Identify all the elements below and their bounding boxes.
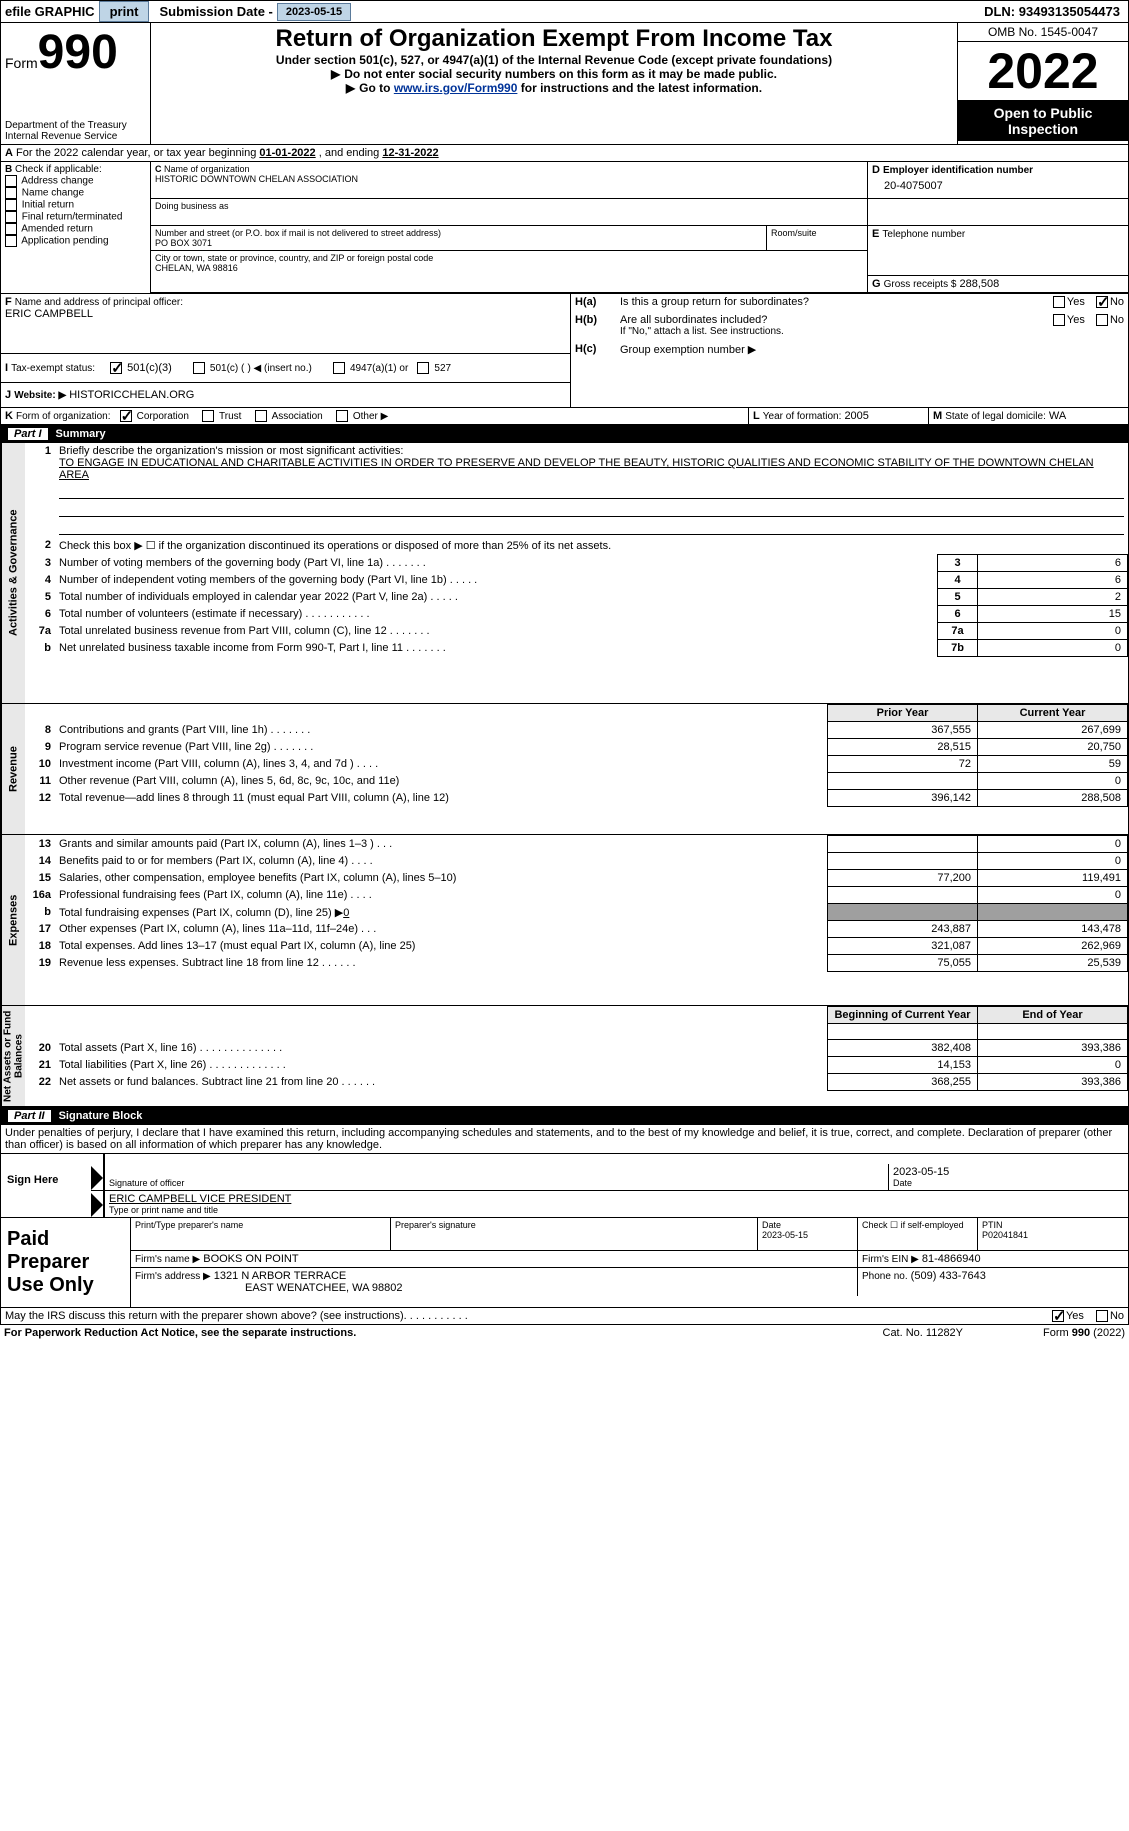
- submission-date: 2023-05-15: [277, 3, 351, 21]
- form-sub1: Under section 501(c), 527, or 4947(a)(1)…: [157, 53, 951, 67]
- tax-year: 2022: [987, 43, 1098, 99]
- form-title: Return of Organization Exempt From Incom…: [157, 25, 951, 53]
- section-i: I Tax-exempt status: 501(c)(3) 501(c) ( …: [1, 354, 570, 383]
- open-to-public: Open to Public Inspection: [958, 101, 1128, 141]
- sig-date: 2023-05-15: [893, 1166, 1124, 1178]
- side-activities: Activities & Governance: [1, 443, 25, 703]
- side-netassets: Net Assets or Fund Balances: [1, 1006, 25, 1106]
- side-revenue: Revenue: [1, 704, 25, 834]
- section-f: F Name and address of principal officer:…: [1, 294, 570, 354]
- ein: 20-4075007: [872, 176, 1124, 196]
- section-b: B Check if applicable: Address change Na…: [1, 162, 151, 293]
- submission-label: Submission Date -: [155, 4, 276, 19]
- dln: DLN: 93493135054473: [984, 4, 1128, 19]
- summary-revenue: Prior YearCurrent Year 8Contributions an…: [25, 704, 1128, 807]
- firm-ein: 81-4866940: [922, 1253, 981, 1265]
- officer-name: ERIC CAMPBELL: [5, 308, 566, 320]
- omb-number: OMB No. 1545-0047: [958, 23, 1128, 42]
- top-toolbar: efile GRAPHIC print Submission Date - 20…: [0, 0, 1129, 23]
- declaration: Under penalties of perjury, I declare th…: [0, 1125, 1129, 1154]
- section-l: L Year of formation: 2005: [748, 408, 928, 424]
- efile-label: efile GRAPHIC: [1, 4, 99, 19]
- form-title-box: Return of Organization Exempt From Incom…: [151, 23, 958, 144]
- section-k: K Form of organization: Corporation Trus…: [1, 408, 748, 424]
- section-e: E Telephone number: [868, 226, 1128, 276]
- part2-header: Part IISignature Block: [0, 1107, 1129, 1125]
- section-d: D Employer identification number 20-4075…: [868, 162, 1128, 198]
- footer: For Paperwork Reduction Act Notice, see …: [0, 1325, 1129, 1341]
- dept-irs: Internal Revenue Service: [5, 131, 146, 142]
- summary-netassets: Beginning of Current YearEnd of Year 20T…: [25, 1006, 1128, 1091]
- print-button[interactable]: print: [99, 1, 150, 22]
- mission-text: TO ENGAGE IN EDUCATIONAL AND CHARITABLE …: [59, 457, 1094, 481]
- org-address: PO BOX 3071: [155, 238, 762, 248]
- line-a: A For the 2022 calendar year, or tax yea…: [0, 145, 1129, 162]
- org-city: CHELAN, WA 98816: [155, 263, 863, 273]
- section-c: C Name of organization HISTORIC DOWNTOWN…: [151, 162, 868, 198]
- sig-arrow-icon: [91, 1193, 103, 1217]
- gross-receipts: 288,508: [960, 278, 1000, 290]
- section-g: G Gross receipts $ 288,508: [868, 276, 1128, 292]
- officer-printed-name: ERIC CAMPBELL VICE PRESIDENT: [109, 1193, 1124, 1205]
- section-m: M State of legal domicile: WA: [928, 408, 1128, 424]
- form-number-box: Form990 Department of the Treasury Inter…: [1, 23, 151, 144]
- part1-header: Part ISummary: [0, 425, 1129, 443]
- firm-phone: (509) 433-7643: [911, 1270, 986, 1282]
- section-h: H(a)Is this a group return for subordina…: [571, 294, 1128, 407]
- form-sub3: Go to www.irs.gov/Form990 for instructio…: [157, 81, 951, 95]
- org-name: HISTORIC DOWNTOWN CHELAN ASSOCIATION: [155, 174, 863, 184]
- section-j: J Website: ▶ HISTORICCHELAN.ORG: [1, 383, 570, 407]
- sig-officer-label: Signature of officer: [109, 1178, 884, 1188]
- summary-expenses: 13Grants and similar amounts paid (Part …: [25, 835, 1128, 972]
- summary-gov: 1Briefly describe the organization's mis…: [25, 443, 1128, 657]
- sign-here-label: Sign Here: [1, 1154, 91, 1217]
- website: HISTORICCHELAN.ORG: [69, 389, 194, 401]
- paid-preparer-label: Paid Preparer Use Only: [1, 1218, 131, 1307]
- firm-name: BOOKS ON POINT: [203, 1253, 298, 1265]
- dept-treasury: Department of the Treasury: [5, 120, 146, 131]
- irs-link[interactable]: www.irs.gov/Form990: [394, 81, 518, 95]
- side-expenses: Expenses: [1, 835, 25, 1005]
- form-sub2: Do not enter social security numbers on …: [157, 67, 951, 81]
- header-right: OMB No. 1545-0047 2022 Open to Public In…: [958, 23, 1128, 144]
- ptin: P02041841: [982, 1230, 1028, 1240]
- discuss-row: May the IRS discuss this return with the…: [0, 1308, 1129, 1325]
- sig-arrow-icon: [91, 1166, 103, 1190]
